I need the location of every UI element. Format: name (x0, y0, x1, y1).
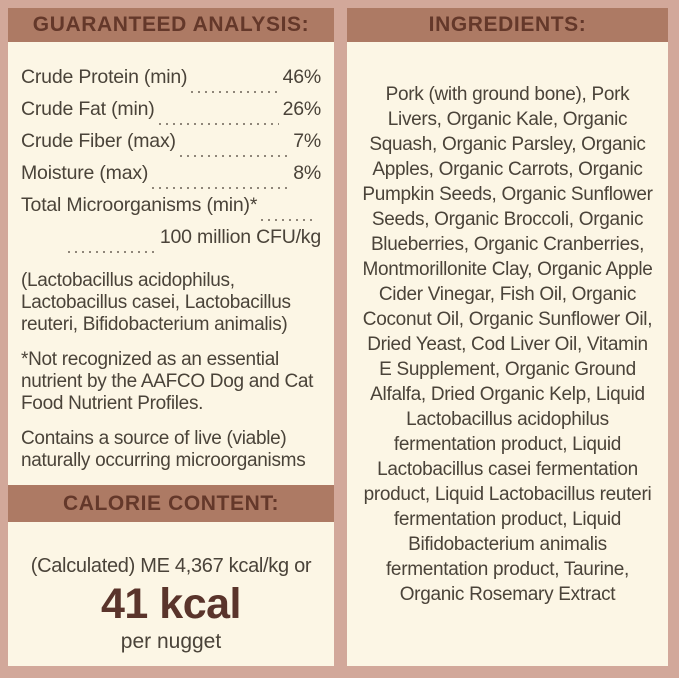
analysis-row-fat: Crude Fat (min) 26% (21, 98, 321, 130)
note-live-microorganisms: Contains a source of live (viable) natur… (21, 428, 306, 471)
dot-leader (191, 91, 279, 93)
note-aafco: *Not recognized as an essential nutrient… (21, 349, 314, 414)
analysis-label: Total Microorganisms (min)* (21, 194, 258, 216)
dot-leader (179, 155, 290, 157)
calorie-calculated-line: (Calculated) ME 4,367 kcal/kg or (30, 555, 312, 577)
guaranteed-analysis-title: GUARANTEED ANALYSIS: (32, 13, 310, 36)
dot-leader (152, 187, 290, 189)
analysis-notes: (Lactobacillus acidophilus, Lactobacillu… (8, 258, 334, 485)
ingredients-header: INGREDIENTS: (347, 8, 668, 42)
calorie-content-header: CALORIE CONTENT: (8, 485, 334, 522)
dot-leader (261, 219, 317, 221)
ingredients-list: Pork (with ground bone), Pork Livers, Or… (362, 84, 653, 605)
analysis-label: Moisture (max) (21, 162, 149, 184)
analysis-label: Crude Protein (min) (21, 66, 188, 88)
analysis-value: 7% (293, 130, 321, 152)
calorie-per-nugget: per nugget (120, 630, 222, 653)
analysis-label: Crude Fat (min) (21, 98, 155, 120)
analysis-row-protein: Crude Protein (min) 46% (21, 66, 321, 98)
analysis-row-microorganisms-label: Total Microorganisms (min)* (21, 194, 321, 226)
analysis-row-moisture: Moisture (max) 8% (21, 162, 321, 194)
ingredients-title: INGREDIENTS: (428, 13, 587, 36)
note-probiotic-species: (Lactobacillus acidophilus, Lactobacillu… (21, 270, 291, 335)
dot-leader (158, 123, 279, 125)
calorie-content-title: CALORIE CONTENT: (62, 491, 280, 515)
analysis-value: 8% (293, 162, 321, 184)
analysis-value: 100 million CFU/kg (159, 226, 321, 248)
analysis-value: 26% (282, 98, 322, 120)
analysis-row-fiber: Crude Fiber (max) 7% (21, 130, 321, 162)
ingredients-panel: INGREDIENTS: Pork (with ground bone), Po… (347, 8, 668, 666)
guaranteed-analysis-header: GUARANTEED ANALYSIS: (8, 8, 334, 42)
calorie-big-value: 41 kcal (101, 580, 241, 628)
analysis-row-microorganisms-value: 100 million CFU/kg (21, 226, 321, 258)
dot-leader (67, 251, 156, 253)
analysis-rows: Crude Protein (min) 46% Crude Fat (min) … (8, 42, 334, 258)
analysis-label: Crude Fiber (max) (21, 130, 176, 152)
guaranteed-analysis-panel: GUARANTEED ANALYSIS: Crude Protein (min)… (8, 8, 334, 666)
calorie-content-section: CALORIE CONTENT: (Calculated) ME 4,367 k… (8, 485, 334, 674)
analysis-value: 46% (282, 66, 322, 88)
